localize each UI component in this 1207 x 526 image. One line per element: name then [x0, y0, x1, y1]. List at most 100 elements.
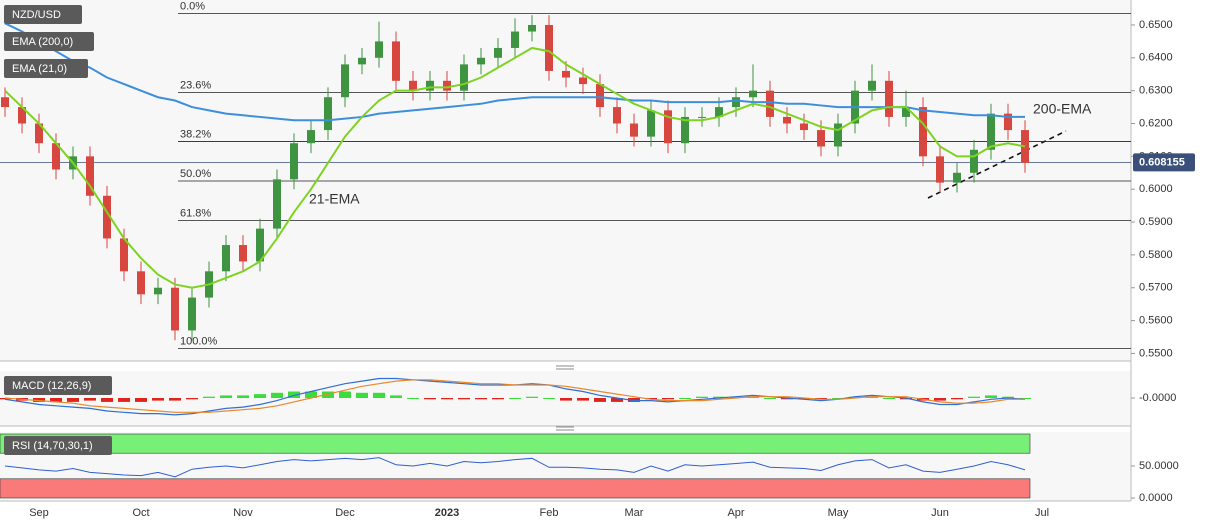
x-tick-label: Feb — [540, 507, 559, 519]
macd-histogram — [475, 398, 487, 400]
macd-histogram — [33, 398, 45, 402]
legend-label: RSI (14,70,30,1) — [12, 440, 93, 452]
ema-line — [4, 46, 1026, 289]
candle-body — [698, 116, 706, 118]
legend-box — [4, 59, 88, 78]
macd-histogram — [203, 396, 215, 398]
candle-body — [953, 172, 961, 183]
candle-body — [1004, 113, 1012, 131]
candle-body — [562, 70, 570, 78]
macd-histogram — [560, 398, 572, 401]
legend-box — [4, 376, 112, 395]
candle-body — [681, 116, 689, 144]
macd-histogram — [526, 396, 538, 398]
macd-histogram — [271, 392, 283, 398]
candle-body — [358, 57, 366, 65]
fib-label: 38.2% — [180, 128, 211, 140]
y-tick-label: 0.0000 — [1139, 492, 1173, 504]
fib-label: 100.0% — [180, 335, 218, 347]
macd-histogram — [934, 398, 946, 401]
candle-body — [52, 143, 60, 170]
legend-box — [4, 436, 112, 455]
x-tick-label: Dec — [335, 507, 355, 519]
candle-body — [647, 110, 655, 137]
macd-histogram — [747, 396, 759, 398]
candle-body — [494, 47, 502, 58]
candle-body — [596, 84, 604, 108]
x-tick-label: Nov — [233, 507, 253, 519]
macd-histogram — [237, 395, 249, 398]
fib-label: 50.0% — [180, 168, 211, 180]
candle-body — [511, 31, 519, 48]
y-tick-label: 0.6200 — [1139, 117, 1173, 129]
macd-histogram — [968, 396, 980, 398]
candle-body — [902, 107, 910, 117]
macd-histogram — [220, 395, 232, 398]
candle-body — [613, 107, 621, 124]
macd-histogram — [0, 398, 11, 400]
macd-histogram — [305, 391, 317, 398]
candle-body — [18, 107, 26, 124]
annotation: 200-EMA — [1033, 101, 1092, 117]
candle-body — [579, 77, 587, 85]
candle-body — [443, 80, 451, 91]
trend-line — [927, 130, 1067, 199]
macd-histogram — [339, 391, 351, 398]
y-tick-label: 0.6400 — [1139, 52, 1173, 64]
macd-histogram — [645, 398, 657, 400]
oversold-zone — [0, 478, 1031, 499]
candle-body — [239, 245, 247, 262]
macd-histogram — [1002, 396, 1014, 398]
candle-body — [409, 80, 417, 91]
macd-histogram — [373, 392, 385, 398]
macd-histogram — [441, 398, 453, 400]
candle-body — [341, 64, 349, 98]
candle-body — [103, 195, 111, 239]
ema-line — [4, 22, 1025, 122]
macd-histogram — [985, 395, 997, 398]
candle-body — [630, 123, 638, 137]
macd-histogram — [543, 398, 555, 399]
macd-histogram — [781, 398, 793, 400]
macd-histogram — [509, 398, 521, 399]
macd-histogram — [1019, 398, 1031, 399]
candle-body — [120, 238, 128, 272]
candle-body — [290, 143, 298, 180]
last-price-label: 0.608155 — [1139, 156, 1185, 168]
candle-body — [749, 90, 757, 98]
macd-histogram — [662, 398, 674, 400]
candle-body — [800, 123, 808, 131]
macd-histogram — [764, 398, 776, 399]
legend-label: EMA (200,0) — [12, 36, 73, 48]
macd-histogram — [713, 396, 725, 398]
y-tick-label: 0.6500 — [1139, 19, 1173, 31]
candle-body — [154, 287, 162, 295]
y-tick-label: 0.5600 — [1139, 314, 1173, 326]
macd-histogram — [849, 396, 861, 398]
macd-histogram — [951, 398, 963, 400]
legend-label: EMA (21,0) — [12, 63, 67, 75]
macd-histogram — [611, 398, 623, 402]
candle-body — [375, 41, 383, 58]
macd-histogram — [101, 398, 113, 402]
candle-body — [256, 228, 264, 262]
fib-label: 0.0% — [180, 0, 205, 12]
macd-histogram — [679, 398, 691, 399]
x-tick-label: Sep — [29, 507, 49, 519]
candle-body — [392, 41, 400, 81]
macd-histogram — [628, 398, 640, 402]
y-tick-label: 0.5700 — [1139, 282, 1173, 294]
y-tick-label: -0.0000 — [1139, 392, 1176, 404]
macd-histogram — [730, 396, 742, 398]
overbought-zone — [0, 433, 1031, 454]
legend-label: NZD/USD — [12, 9, 61, 21]
annotation: 21-EMA — [309, 191, 360, 207]
y-tick-label: 0.5900 — [1139, 216, 1173, 228]
macd-histogram — [424, 398, 436, 400]
legend-label: MACD (12,26,9) — [12, 380, 91, 392]
macd-histogram — [492, 398, 504, 400]
macd-histogram — [594, 398, 606, 402]
x-tick-label: Jul — [1035, 507, 1049, 519]
macd-histogram — [186, 398, 198, 400]
